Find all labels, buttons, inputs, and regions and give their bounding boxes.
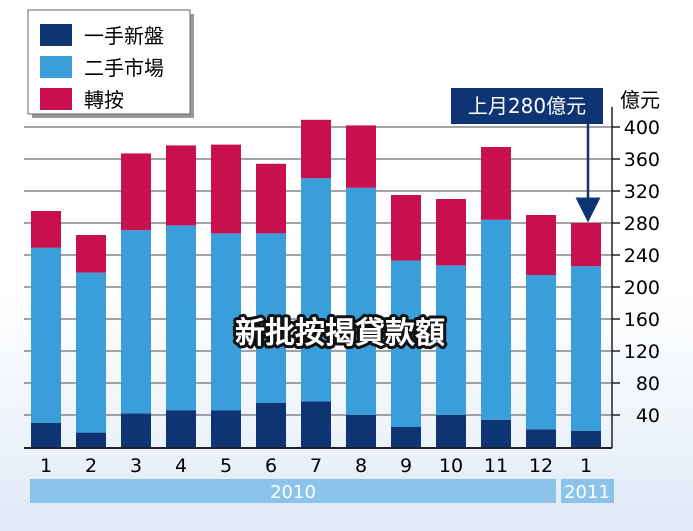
bar-segment	[76, 272, 106, 433]
y-tick-label: 400	[624, 117, 660, 139]
x-tick-label: 1	[580, 455, 592, 477]
bar-segment	[166, 225, 196, 411]
y-tick-label: 320	[624, 181, 660, 203]
year-label-2010: 2010	[270, 482, 316, 503]
x-tick-label: 4	[175, 455, 187, 477]
bar-segment	[256, 233, 286, 403]
annotation-text: 上月280億元	[468, 94, 586, 118]
bar-segment	[481, 147, 511, 220]
x-tick-label: 6	[265, 455, 277, 477]
y-tick-label: 160	[624, 309, 660, 331]
bar-segment	[526, 215, 556, 275]
bar-segment	[256, 403, 286, 447]
x-tick-label: 10	[439, 455, 463, 477]
bar-segment	[31, 211, 61, 248]
bar-segment	[346, 415, 376, 447]
y-tick-label: 200	[624, 277, 660, 299]
annotation-box	[451, 88, 603, 124]
bar-segment	[31, 247, 61, 423]
bar-segment	[571, 431, 601, 447]
chart-title: 新批按揭貸款額	[235, 316, 445, 351]
x-tick-labels: 1 2 3 4 5 6 7 8 9 10 11 12 1	[40, 455, 592, 477]
y-tick-label: 80	[636, 373, 660, 395]
bar-segment	[526, 429, 556, 447]
bar-segment	[436, 199, 466, 266]
bars	[31, 119, 601, 447]
legend-label: 一手新盤	[84, 24, 164, 48]
bar-segment	[76, 235, 106, 273]
x-tick-label: 2	[85, 455, 97, 477]
bar-segment	[256, 163, 286, 234]
legend-swatch	[40, 24, 72, 46]
bar-segment	[31, 423, 61, 447]
bar-segment	[481, 219, 511, 420]
bar-segment	[301, 119, 331, 179]
y-tick-label: 240	[624, 245, 660, 267]
x-tick-label: 9	[400, 455, 412, 477]
y-tick-label: 120	[624, 341, 660, 363]
x-tick-label: 7	[310, 455, 322, 477]
x-tick-label: 5	[220, 455, 232, 477]
y-tick-label: 360	[624, 149, 660, 171]
year-band-2010	[30, 479, 556, 503]
bar-segment	[121, 413, 151, 447]
bar-segment	[571, 266, 601, 431]
y-axis-unit-label: 億元	[620, 88, 660, 112]
x-tick-label: 11	[484, 455, 508, 477]
x-tick-label: 3	[130, 455, 142, 477]
x-tick-label: 1	[40, 455, 52, 477]
bar-segment	[436, 415, 466, 447]
bar-segment	[121, 153, 151, 231]
bar-segment	[346, 187, 376, 415]
y-tick-labels: 40 80 120 160 200 240 280 320 360 400	[624, 117, 660, 427]
bar-segment	[346, 125, 376, 188]
bar-segment	[211, 233, 241, 411]
x-tick-label: 12	[529, 455, 553, 477]
bar-segment	[481, 419, 511, 447]
bar-segment	[391, 427, 421, 447]
bar-segment	[571, 223, 601, 267]
y-tick-label: 40	[636, 405, 660, 427]
legend-label: 轉按	[84, 88, 124, 112]
bar-segment	[211, 410, 241, 447]
legend-swatch	[40, 88, 72, 110]
bar-segment	[166, 145, 196, 226]
bar-segment	[391, 195, 421, 261]
bar-segment	[436, 265, 466, 415]
bar-segment	[121, 230, 151, 414]
legend-swatch	[40, 56, 72, 78]
y-tick-label: 280	[624, 213, 660, 235]
bar-segment	[391, 260, 421, 427]
bar-segment	[301, 178, 331, 402]
year-band-2011	[561, 479, 614, 503]
bar-segment	[526, 275, 556, 430]
bar-segment	[211, 144, 241, 234]
bar-segment	[76, 432, 106, 447]
bar-segment	[301, 401, 331, 447]
annotation: 上月280億元	[451, 88, 603, 223]
x-tick-label: 8	[355, 455, 367, 477]
year-label-2011: 2011	[564, 482, 610, 503]
bar-segment	[166, 410, 196, 447]
legend-label: 二手市場	[84, 56, 164, 80]
